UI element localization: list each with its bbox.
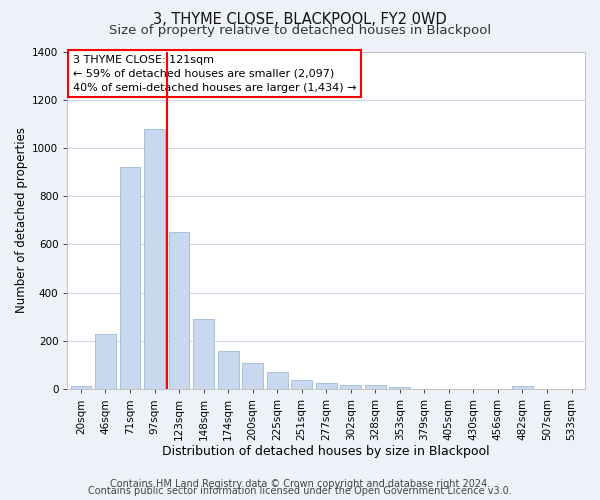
X-axis label: Distribution of detached houses by size in Blackpool: Distribution of detached houses by size …: [163, 444, 490, 458]
Text: 3 THYME CLOSE: 121sqm
← 59% of detached houses are smaller (2,097)
40% of semi-d: 3 THYME CLOSE: 121sqm ← 59% of detached …: [73, 55, 356, 93]
Bar: [242, 364, 263, 389]
Bar: [144, 128, 165, 389]
Bar: [267, 372, 287, 389]
Y-axis label: Number of detached properties: Number of detached properties: [15, 128, 28, 314]
Bar: [169, 232, 190, 389]
Text: Contains public sector information licensed under the Open Government Licence v3: Contains public sector information licen…: [88, 486, 512, 496]
Bar: [71, 386, 91, 389]
Text: Size of property relative to detached houses in Blackpool: Size of property relative to detached ho…: [109, 24, 491, 37]
Bar: [291, 380, 312, 389]
Bar: [340, 385, 361, 389]
Bar: [512, 386, 533, 389]
Text: Contains HM Land Registry data © Crown copyright and database right 2024.: Contains HM Land Registry data © Crown c…: [110, 479, 490, 489]
Bar: [389, 387, 410, 389]
Bar: [193, 319, 214, 389]
Bar: [316, 383, 337, 389]
Bar: [365, 385, 386, 389]
Bar: [95, 334, 116, 389]
Bar: [119, 168, 140, 389]
Text: 3, THYME CLOSE, BLACKPOOL, FY2 0WD: 3, THYME CLOSE, BLACKPOOL, FY2 0WD: [153, 12, 447, 28]
Bar: [218, 351, 239, 389]
